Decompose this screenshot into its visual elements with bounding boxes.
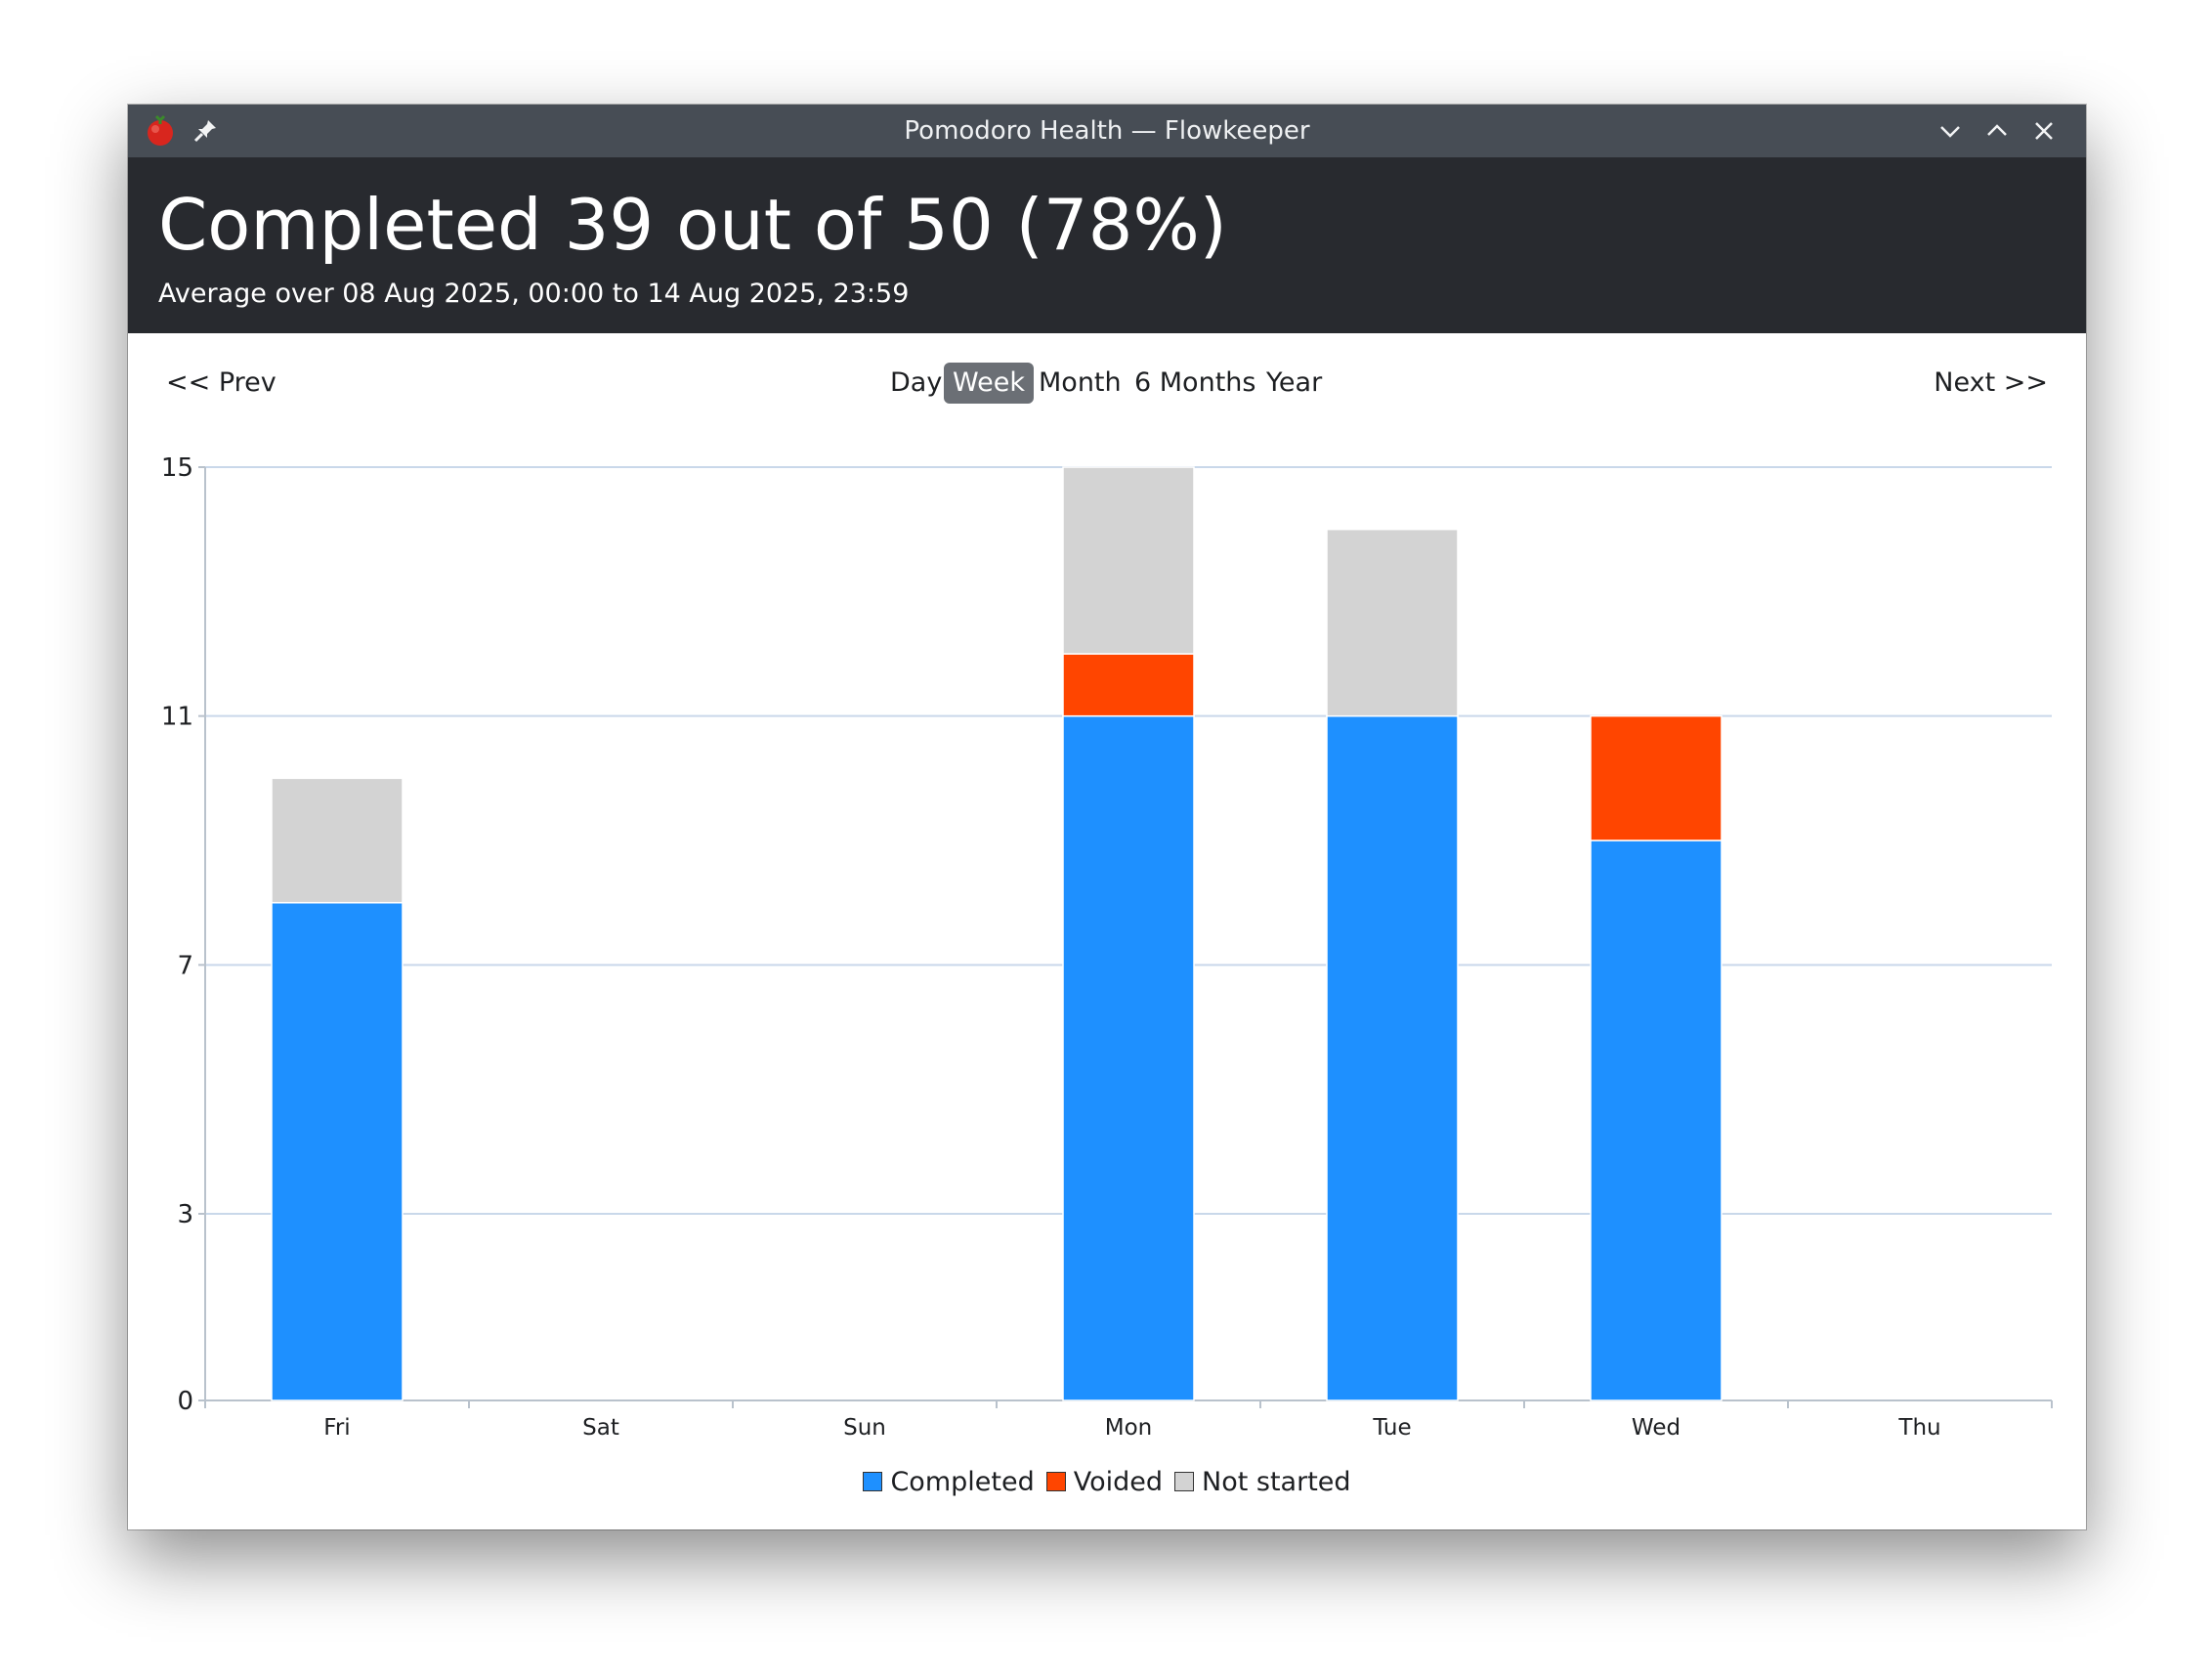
window-title: Pomodoro Health — Flowkeeper [904, 116, 1310, 146]
title-bar[interactable]: Pomodoro Health — Flowkeeper [128, 105, 2086, 157]
y-tick-label: 15 [161, 453, 193, 483]
next-button[interactable]: Next >> [1934, 367, 2048, 398]
app-window: Pomodoro Health — Flowkeeper Completed 3… [128, 105, 2086, 1529]
period-year[interactable]: Year [1266, 367, 1323, 398]
x-tick-label: Thu [1897, 1415, 1940, 1441]
bar-not-started-tue [1326, 528, 1459, 717]
x-tick-label: Mon [1105, 1415, 1153, 1441]
tomato-icon [148, 114, 173, 146]
completion-headline: Completed 39 out of 50 (78%) [158, 184, 1227, 266]
x-tick-label: Wed [1632, 1415, 1680, 1441]
legend-swatch [1174, 1471, 1195, 1491]
close-icon[interactable] [2029, 116, 2059, 146]
date-range-subline: Average over 08 Aug 2025, 00:00 to 14 Au… [158, 279, 910, 309]
x-tick-label: Fri [323, 1415, 350, 1441]
pomodoro-bar-chart: 15 11 7 3 0 Fri Sat Sun Mon Tue Wed Thu [161, 453, 2053, 1441]
y-tick-label: 0 [177, 1387, 193, 1416]
period-month[interactable]: Month [1039, 367, 1122, 398]
period-week[interactable]: Week [944, 363, 1034, 404]
x-tick-label: Sat [582, 1415, 619, 1441]
bar-voided-mon [1062, 653, 1195, 717]
legend-item-completed[interactable]: Completed [863, 1463, 1035, 1502]
legend-label: Completed [890, 1467, 1035, 1497]
pin-icon[interactable] [191, 116, 220, 146]
y-tick-label: 7 [177, 951, 193, 980]
bar-not-started-fri [271, 777, 404, 904]
period-day[interactable]: Day [890, 367, 943, 398]
legend-label: Not started [1202, 1467, 1351, 1497]
bar-completed-fri [271, 901, 404, 1401]
bar-not-started-mon [1062, 466, 1195, 655]
period-6-months[interactable]: 6 Months [1134, 367, 1256, 398]
x-tick-label: Sun [843, 1415, 886, 1441]
period-navigation: << Prev Day Week Month 6 Months Year Nex… [128, 333, 2086, 431]
maximize-icon[interactable] [1982, 116, 2012, 146]
prev-button[interactable]: << Prev [166, 367, 276, 398]
x-tick-label: Tue [1372, 1415, 1411, 1441]
y-tick-label: 11 [161, 703, 193, 732]
bar-completed-tue [1326, 714, 1459, 1401]
legend-label: Voided [1073, 1467, 1164, 1497]
legend-swatch [1045, 1471, 1066, 1491]
bar-completed-mon [1062, 714, 1195, 1401]
bar-completed-wed [1590, 840, 1723, 1401]
legend-item-not-started[interactable]: Not started [1174, 1463, 1351, 1502]
legend-item-voided[interactable]: Voided [1045, 1463, 1164, 1502]
chart-legend: Completed Voided Not started [128, 1463, 2086, 1502]
summary-header: Completed 39 out of 50 (78%) Average ove… [128, 157, 2086, 333]
bar-voided-wed [1590, 714, 1723, 841]
legend-swatch [863, 1471, 883, 1491]
y-tick-label: 3 [177, 1200, 193, 1229]
minimize-icon[interactable] [1936, 116, 1965, 146]
